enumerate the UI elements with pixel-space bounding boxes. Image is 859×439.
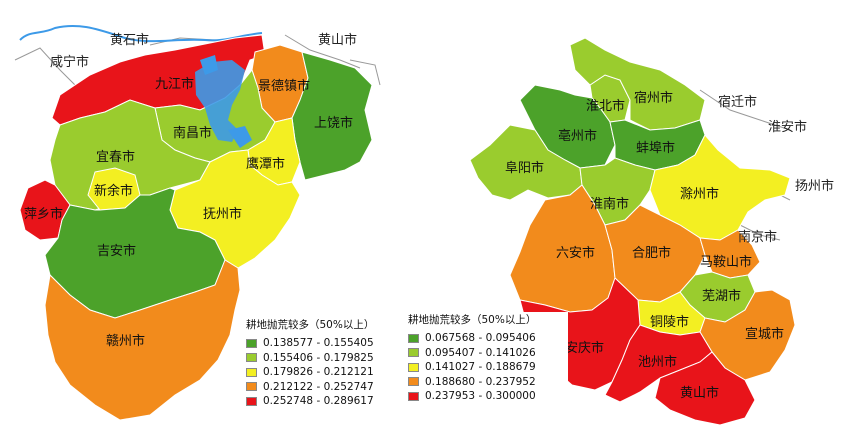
region-label-tongling: 铜陵市: [650, 314, 689, 330]
legend-swatch: [246, 396, 257, 406]
legend-row: 0.067568 - 0.095406: [408, 331, 568, 346]
region-label-chuzhou: 滁州市: [680, 186, 719, 202]
poyang-lake: [195, 55, 252, 148]
region-label-huangshan: 黄山市: [680, 385, 719, 401]
legend-label: 0.067568 - 0.095406: [425, 332, 536, 345]
legend-swatch: [408, 362, 419, 372]
region-label-yichun: 宜春市: [96, 149, 135, 165]
outside-label-suqian: 宿迁市: [718, 94, 757, 110]
jiangxi-map: 黄石市 黄山市 咸宁市 九江市 景德镇市 上饶市 南昌市 宜春市 鹰潭市 新余市…: [14, 24, 381, 421]
legend-label: 0.237953 - 0.300000: [425, 390, 536, 403]
legend-swatch: [408, 391, 419, 401]
outside-label-huaian: 淮安市: [768, 119, 807, 135]
jiangxi-legend: 耕地抛荒较多（50%以上） 0.138577 - 0.155405 0.1554…: [246, 317, 406, 409]
region-label-anqing: 安庆市: [565, 340, 604, 356]
region-label-maanshan: 马鞍山市: [700, 254, 752, 270]
outside-label-nanjing: 南京市: [738, 229, 777, 245]
outside-label-yangzhou: 扬州市: [795, 178, 834, 194]
legend-title: 耕地抛荒较多（50%以上）: [408, 314, 537, 326]
region-label-xinyu: 新余市: [94, 183, 133, 199]
region-label-jingdezhen: 景德镇市: [258, 78, 310, 94]
region-label-wuhu: 芜湖市: [702, 288, 741, 304]
legend-title: 耕地抛荒较多（50%以上）: [246, 319, 375, 331]
legend-label: 0.155406 - 0.179825: [263, 351, 374, 364]
region-label-huainan: 淮南市: [590, 196, 629, 212]
legend-row: 0.252748 - 0.289617: [246, 394, 406, 409]
region-huangshan[interactable]: [654, 351, 756, 426]
legend-row: 0.237953 - 0.300000: [408, 389, 568, 404]
legend-swatch: [246, 338, 257, 348]
legend-label: 0.179826 - 0.212121: [263, 366, 374, 379]
legend-row: 0.141027 - 0.188679: [408, 360, 568, 375]
region-label-shangrao: 上饶市: [314, 115, 353, 131]
region-label-pingxiang: 萍乡市: [24, 206, 63, 222]
region-label-yingtan: 鹰潭市: [246, 156, 285, 172]
outside-label-xianning: 咸宁市: [50, 54, 89, 70]
region-label-hefei: 合肥市: [632, 245, 671, 261]
region-label-fuzhou: 抚州市: [203, 206, 242, 222]
legend-swatch: [408, 348, 419, 358]
legend-label: 0.252748 - 0.289617: [263, 395, 374, 408]
legend-row: 0.155406 - 0.179825: [246, 351, 406, 366]
legend-swatch: [408, 377, 419, 387]
region-label-huaibei: 淮北市: [586, 98, 625, 114]
region-label-suzhou: 宿州市: [634, 90, 673, 106]
region-label-nanchang: 南昌市: [173, 125, 212, 141]
legend-label: 0.095407 - 0.141026: [425, 346, 536, 359]
region-label-fuyang: 阜阳市: [505, 160, 544, 176]
region-label-bengbu: 蚌埠市: [636, 140, 675, 156]
region-label-ganzhou: 赣州市: [106, 333, 145, 349]
legend-row: 0.188680 - 0.237952: [408, 375, 568, 390]
region-label-bozhou: 亳州市: [558, 128, 597, 144]
outside-label-huangshi: 黄石市: [110, 32, 149, 48]
anhui-map: 宿迁市 淮安市 扬州市 南京市 淮北市 宿州市 亳州市 阜阳市 蚌埠市 淮南市 …: [469, 37, 834, 426]
legend-swatch: [408, 333, 419, 343]
legend-swatch: [246, 353, 257, 363]
legend-row: 0.138577 - 0.155405: [246, 336, 406, 351]
legend-row: 0.212122 - 0.252747: [246, 380, 406, 395]
yangtze-river: [19, 24, 263, 43]
legend-label: 0.141027 - 0.188679: [425, 361, 536, 374]
legend-label: 0.212122 - 0.252747: [263, 380, 374, 393]
legend-label: 0.188680 - 0.237952: [425, 375, 536, 388]
region-ganzhou[interactable]: [44, 259, 241, 421]
legend-swatch: [246, 382, 257, 392]
anhui-legend: 耕地抛荒较多（50%以上） 0.067568 - 0.095406 0.0954…: [408, 312, 568, 404]
legend-label: 0.138577 - 0.155405: [263, 337, 374, 350]
region-label-chizhou: 池州市: [638, 354, 677, 370]
region-shangrao[interactable]: [291, 51, 373, 181]
region-label-jian: 吉安市: [97, 243, 136, 259]
legend-row: 0.179826 - 0.212121: [246, 365, 406, 380]
legend-row: 0.095407 - 0.141026: [408, 346, 568, 361]
region-label-luan: 六安市: [556, 245, 595, 261]
region-label-xuancheng: 宣城市: [745, 326, 784, 342]
legend-swatch: [246, 367, 257, 377]
outside-label-huangshan: 黄山市: [318, 32, 357, 48]
region-maanshan[interactable]: [699, 229, 761, 279]
region-label-jiujiang: 九江市: [155, 76, 194, 92]
